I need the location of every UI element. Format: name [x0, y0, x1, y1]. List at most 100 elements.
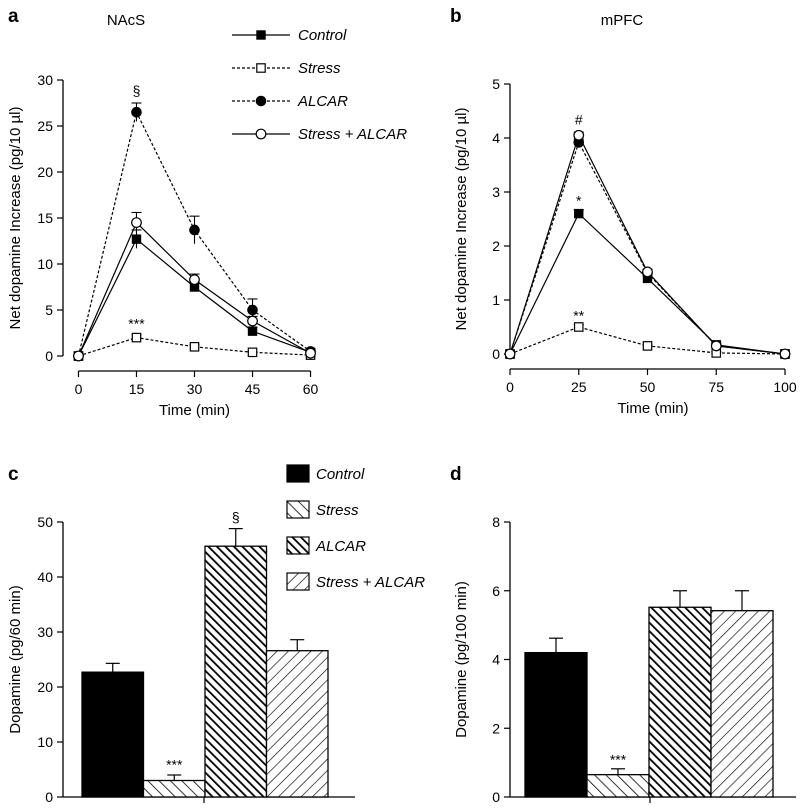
panel-b-series-stress-alcar-point	[779, 348, 791, 360]
panel-b-series-alcar-line	[509, 140, 786, 355]
panel-c-y-tick-label: 0	[45, 789, 53, 805]
panel-b-x-tick-label: 75	[708, 379, 724, 395]
panel-b-series-control-line	[509, 212, 786, 355]
panel-b-series-control-point	[574, 208, 584, 219]
panel-c-annotation: §	[232, 509, 240, 525]
panel-a-y-tick-label: 25	[37, 118, 53, 134]
legend-bottom-stress-alcar-label: Stress + ALCAR	[316, 574, 425, 591]
panel-c-y-tick-label: 20	[37, 679, 53, 695]
panel-b-y-axis-label: Net dopamine Increase (pg/10 µl)	[453, 108, 470, 331]
panel-letter-a: a	[8, 6, 19, 27]
panel-d-y-tick-label: 6	[492, 583, 500, 599]
panel-b-series-stress-alcar-point	[642, 266, 653, 278]
panel-letter-d: d	[450, 464, 462, 485]
panel-a-annotation: ***	[128, 315, 145, 331]
panel-a-series-alcar-point	[189, 224, 200, 236]
panel-b-annotation: #	[575, 112, 583, 128]
panel-a-x-tick-label: 15	[129, 381, 145, 397]
panel-b-series-stress-alcar-line	[509, 133, 786, 355]
panel-a-title: NAcS	[107, 12, 145, 29]
legend-top-stress-alcar-label: Stress + ALCAR	[298, 126, 407, 143]
panel-b-y-tick-label: 3	[492, 184, 500, 200]
panel-a-x-tick-label: 45	[245, 381, 261, 397]
panel-d-y-tick-label: 2	[492, 720, 500, 736]
panel-b-y-tick-label: 5	[492, 76, 500, 92]
legend-top-stress-label: Stress	[298, 60, 341, 77]
panel-a-series-control-line	[77, 238, 311, 357]
panel-b-x-axis-label: Time (min)	[617, 400, 688, 417]
panel-b-y-tick-label: 4	[492, 130, 500, 146]
legend-bottom-alcar-label: ALCAR	[315, 538, 366, 555]
legend-top-control-label: Control	[298, 27, 347, 44]
panel-b-series-stress-point	[642, 341, 653, 351]
legend-bottom-control-label: Control	[316, 466, 365, 483]
panel-b-title: mPFC	[601, 12, 644, 29]
legend-top-alcar-marker	[255, 95, 267, 107]
panel-c-bar-chart: 0 10 20 30 40 50 Dopamine (pg/60 min) *** §	[7, 509, 355, 805]
panel-c-annotation: ***	[166, 757, 183, 773]
panel-b-series-stress-alcar-point	[504, 348, 516, 360]
legend-top-stress-alcar-marker	[255, 128, 267, 140]
legend-bottom-control-swatch	[286, 464, 310, 483]
legend-bottom-alcar-swatch	[286, 536, 310, 555]
panel-b-annotation: **	[573, 308, 584, 324]
panel-d-bar-stress	[586, 774, 650, 798]
panel-c-bar-control	[81, 671, 145, 798]
panel-letter-c: c	[8, 464, 19, 485]
panel-a-series-stress-alcar-point	[305, 347, 316, 359]
panel-b-y-tick-label: 1	[492, 292, 500, 308]
panel-d-y-axis-label: Dopamine (pg/100 min)	[453, 581, 470, 738]
panel-c-y-tick-label: 40	[37, 569, 53, 585]
panel-d-bar-control	[524, 651, 588, 798]
panel-a-series-stress-point	[247, 347, 258, 358]
panel-b-series-stress-alcar-point	[710, 340, 722, 352]
legend-bottom-stress-swatch	[286, 500, 310, 519]
panel-b-y-tick-label: 2	[492, 238, 500, 254]
legend-line-series: Control Stress ALCAR Stress + ALCAR	[232, 27, 407, 143]
legend-top-control-marker	[256, 30, 266, 40]
panel-a-x-axis-label: Time (min)	[159, 402, 230, 419]
panel-b-x-tick-label: 50	[640, 379, 656, 395]
legend-bottom-stress-alcar-swatch	[286, 572, 310, 591]
panel-a-y-tick-label: 15	[37, 210, 53, 226]
panel-c-y-tick-label: 10	[37, 734, 53, 750]
panel-a-y-tick-label: 20	[37, 164, 53, 180]
panel-a-series-stress-point	[131, 332, 142, 343]
panel-d-y-tick-label: 8	[492, 514, 500, 530]
panel-b-x-tick-label: 0	[506, 379, 514, 395]
panel-b-x-tick-label: 100	[773, 379, 797, 395]
panel-letter-b: b	[450, 6, 462, 27]
panel-a-series-alcar-point	[131, 106, 142, 118]
panel-a-series-stress-alcar-point	[73, 350, 84, 362]
panel-d-y-tick-label: 4	[492, 652, 500, 668]
panel-c-y-tick-label: 30	[37, 624, 53, 640]
panel-a-y-axis-label: Net dopamine Increase (pg/10 µl)	[7, 107, 24, 330]
panel-a-y-tick-label: 5	[45, 302, 53, 318]
panel-d-y-tick-label: 0	[492, 789, 500, 805]
panel-a-series-stress-line	[78, 336, 311, 357]
panel-a-y-tick-label: 10	[37, 256, 53, 272]
panel-b-annotation: *	[576, 193, 582, 209]
panel-d-bar-chart: 0 2 4 6 8 Dopamine (pg/100 min) ***	[453, 514, 796, 805]
legend-top-alcar-label: ALCAR	[297, 93, 348, 110]
panel-a-series-stress-alcar-point	[247, 315, 258, 327]
panel-b-x-tick-label: 25	[571, 379, 587, 395]
panel-a-y-tick-label: 30	[37, 72, 53, 88]
panel-a-series-control-point	[131, 234, 142, 244]
panel-a-series-stress-point	[189, 342, 200, 352]
panel-a-series-stress-alcar-point	[189, 274, 200, 286]
panel-a-x-tick-label: 30	[187, 381, 203, 397]
panel-d-bar-alcar	[648, 606, 712, 798]
panel-b-y-tick-label: 0	[492, 346, 500, 362]
panel-c-y-tick-label: 50	[37, 514, 53, 530]
panel-a-annotation: §	[133, 83, 141, 99]
panel-b-series-stress-alcar-point	[573, 129, 585, 141]
panel-a-series-alcar-point	[247, 304, 258, 316]
legend-bottom-stress-label: Stress	[316, 502, 359, 519]
panel-d-annotation: ***	[610, 751, 627, 767]
panel-a-series-stress-alcar-point	[131, 217, 142, 229]
legend-bar-series: Control Stress ALCAR Stress + ALCAR	[286, 464, 425, 591]
panel-a-series-control-point	[247, 326, 258, 336]
